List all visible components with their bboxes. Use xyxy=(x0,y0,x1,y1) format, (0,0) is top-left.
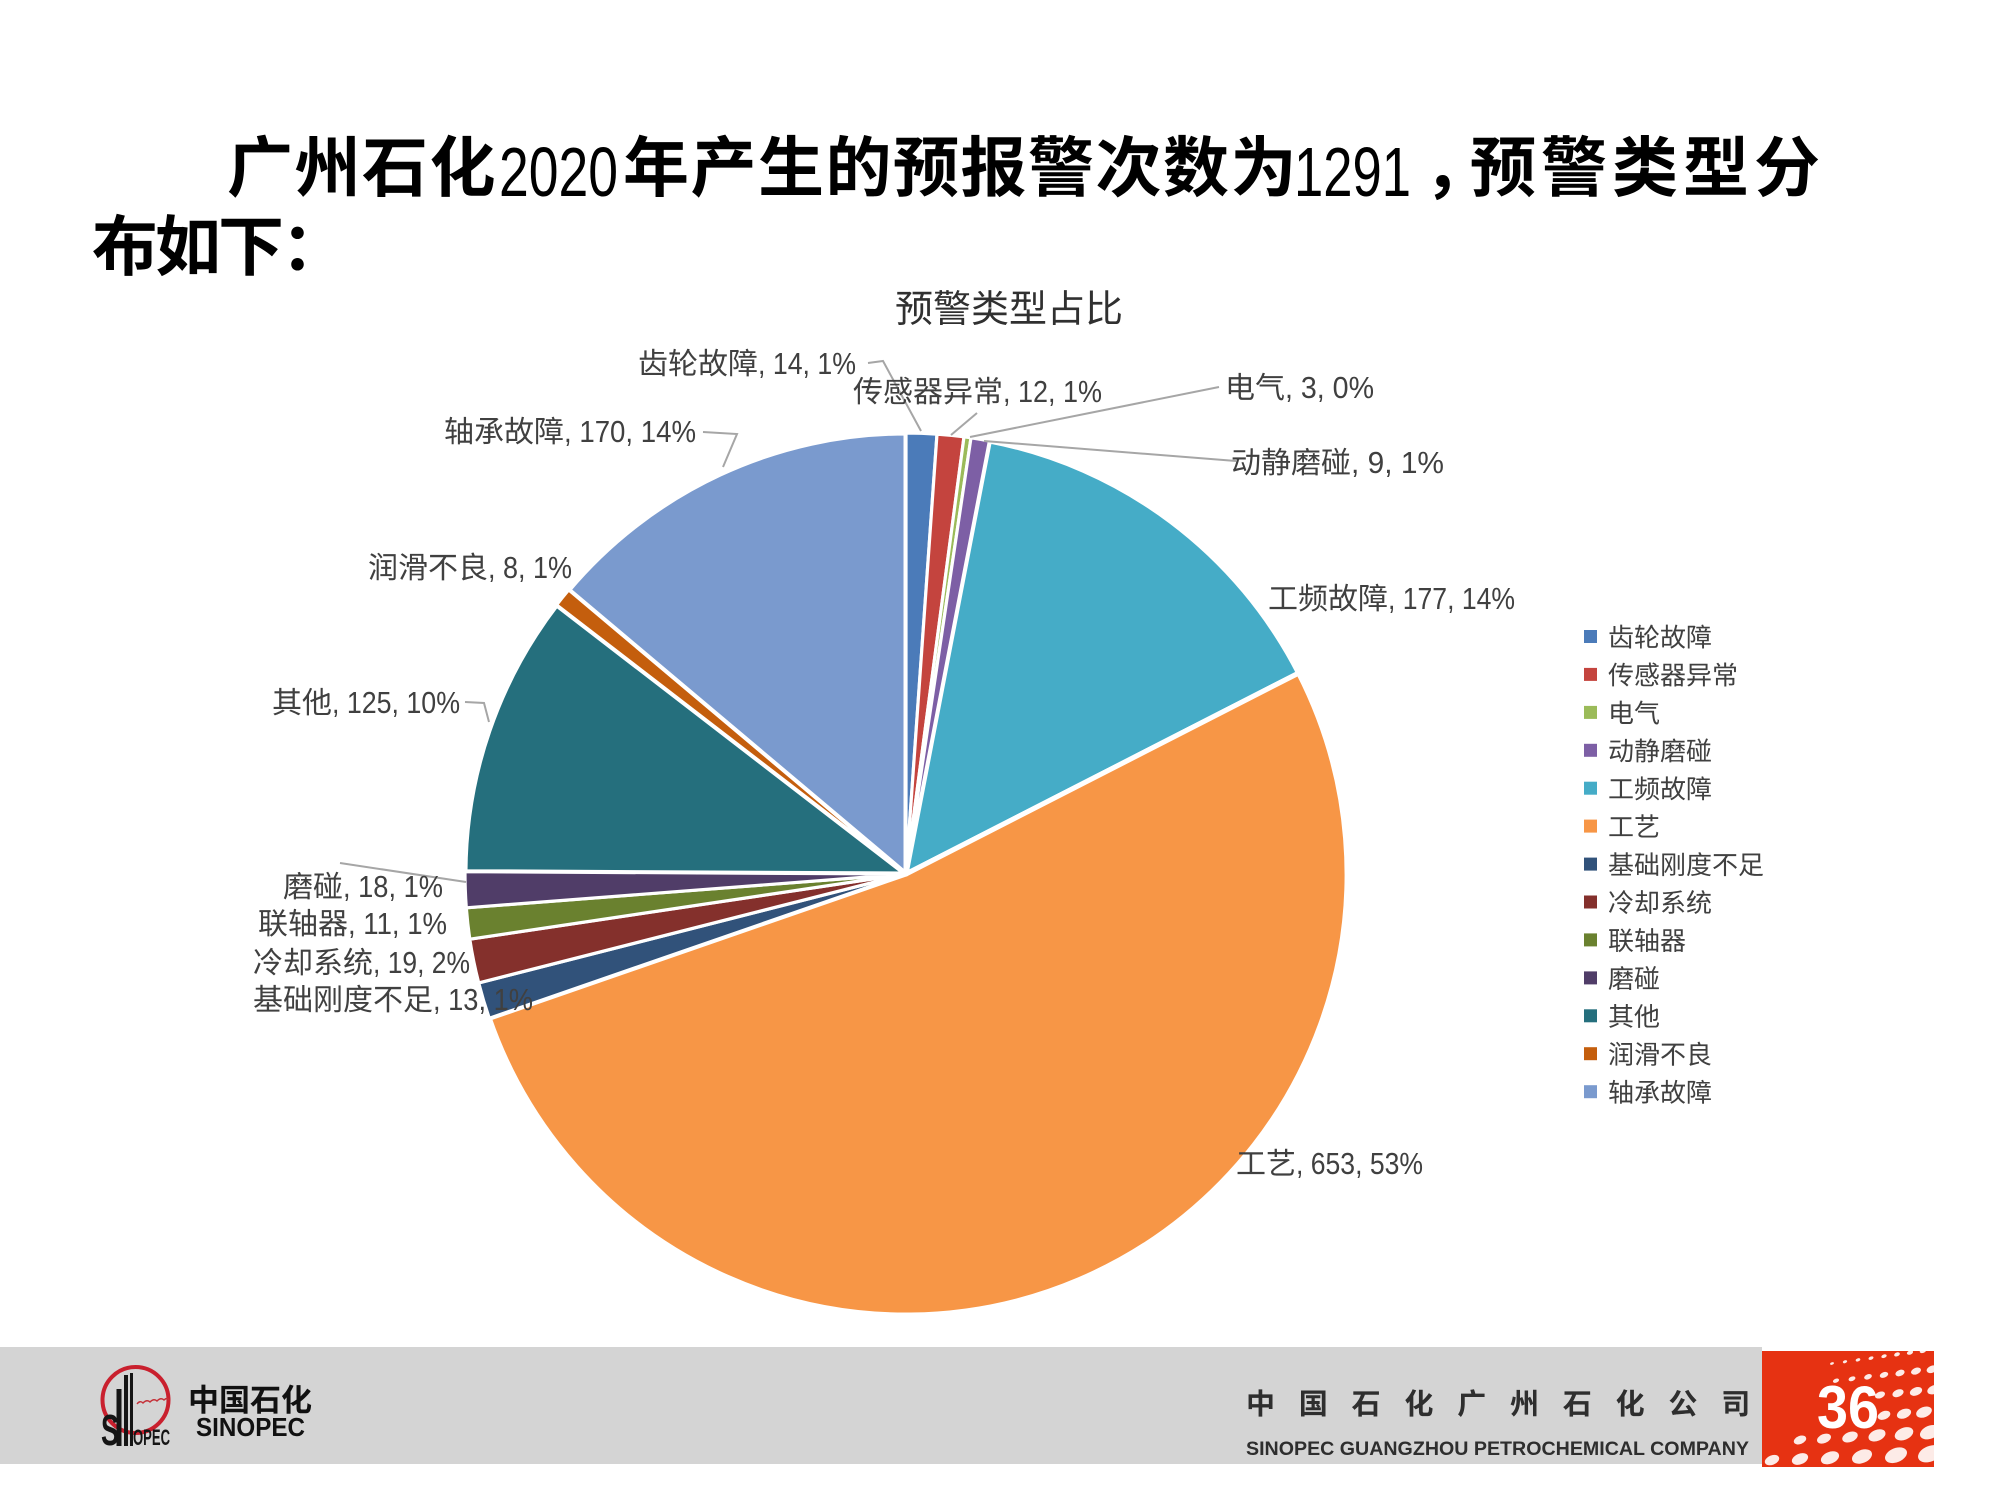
svg-text:SINOPEC: SINOPEC xyxy=(196,1412,305,1442)
svg-text:, 177, 14%: , 177, 14% xyxy=(1388,581,1515,616)
svg-text:36: 36 xyxy=(1817,1374,1879,1441)
svg-text:, 125, 10%: , 125, 10% xyxy=(332,685,460,720)
svg-text:, 170, 14%: , 170, 14% xyxy=(564,414,696,449)
svg-text:, 9, 1%: , 9, 1% xyxy=(1351,445,1444,480)
svg-text:OPEC: OPEC xyxy=(133,1425,170,1450)
svg-text:, 18, 1%: , 18, 1% xyxy=(343,869,443,904)
svg-text:, 12, 1%: , 12, 1% xyxy=(1003,374,1102,409)
svg-text:, 3, 0%: , 3, 0% xyxy=(1285,370,1374,405)
svg-text:, 8, 1%: , 8, 1% xyxy=(488,550,572,585)
svg-text:SINOPEC GUANGZHOU PETROCHEMICA: SINOPEC GUANGZHOU PETROCHEMICAL COMPANY xyxy=(1246,1438,1749,1460)
svg-text:S: S xyxy=(101,1406,119,1455)
svg-text:, 11, 1%: , 11, 1% xyxy=(348,906,447,941)
svg-text:, 13, 1%: , 13, 1% xyxy=(433,982,533,1017)
svg-text:2020: 2020 xyxy=(499,133,618,211)
svg-text:1291: 1291 xyxy=(1294,133,1411,211)
svg-text:, 14, 1%: , 14, 1% xyxy=(758,346,856,381)
svg-text:, 653, 53%: , 653, 53% xyxy=(1296,1146,1423,1181)
svg-text:, 19, 2%: , 19, 2% xyxy=(373,945,470,980)
